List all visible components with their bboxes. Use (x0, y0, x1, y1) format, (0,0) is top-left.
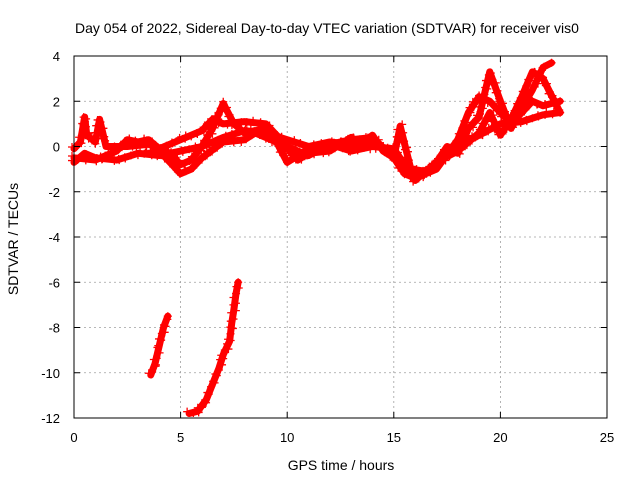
data-series (68, 58, 565, 417)
x-tick-label: 10 (280, 430, 294, 445)
series-track-3 (68, 58, 556, 177)
y-tick-label: -2 (48, 185, 60, 200)
plus-markers (144, 312, 172, 378)
y-tick-label: -6 (48, 275, 60, 290)
x-tick-label: 5 (177, 430, 184, 445)
y-tick-label: -8 (48, 321, 60, 336)
plus-markers (142, 67, 565, 186)
y-tick-label: 0 (53, 140, 60, 155)
plus-markers (68, 58, 556, 177)
y-tick-label: -4 (48, 230, 60, 245)
x-tick-label: 0 (70, 430, 77, 445)
x-axis-label: GPS time / hours (288, 457, 395, 473)
series-track-4 (142, 67, 565, 186)
series-track-2 (68, 91, 565, 183)
x-tick-label: 15 (387, 430, 401, 445)
x-tick-label: 25 (600, 430, 614, 445)
y-tick-label: 4 (53, 49, 60, 64)
chart-title: Day 054 of 2022, Sidereal Day-to-day VTE… (75, 20, 579, 36)
y-tick-label: -12 (41, 411, 60, 426)
series-track-5 (144, 312, 172, 379)
y-axis-label: SDTVAR / TECUs (5, 183, 21, 295)
series-band (185, 278, 242, 417)
y-tick-label: -10 (41, 366, 60, 381)
plus-markers (183, 278, 243, 417)
series-track-6 (183, 278, 243, 417)
axis-ticks: 0 5 10 15 20 25 -12 -10 -8 -6 -4 -2 0 2 4 (41, 49, 614, 445)
x-tick-label: 20 (493, 430, 507, 445)
y-tick-label: 2 (53, 94, 60, 109)
